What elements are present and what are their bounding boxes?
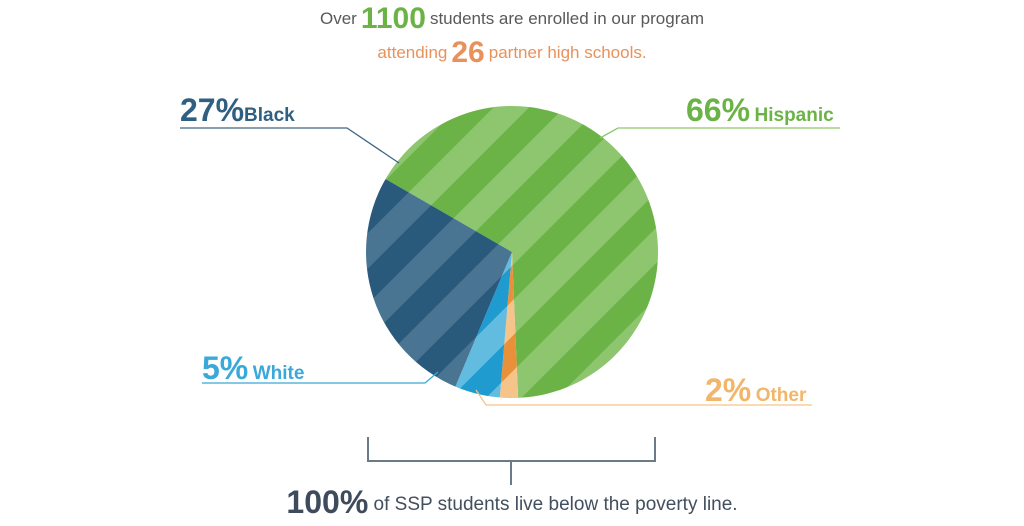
label-other-name: Other bbox=[755, 385, 807, 406]
label-black-name: Black bbox=[244, 105, 295, 126]
label-white-name: White bbox=[252, 363, 305, 384]
schools-suffix: partner high schools. bbox=[488, 43, 647, 62]
pie-slices bbox=[366, 105, 659, 398]
label-black: 27%Black bbox=[180, 92, 295, 129]
enrollment-suffix: students are enrolled in our program bbox=[429, 9, 704, 28]
label-hispanic-pct: 66% bbox=[686, 92, 751, 128]
schools-line: attending 26 partner high schools. bbox=[0, 36, 1024, 70]
pie-slice-other bbox=[499, 252, 519, 398]
bracket bbox=[367, 437, 656, 485]
label-hispanic-name: Hispanic bbox=[754, 105, 834, 126]
enrollment-line: Over 1100 students are enrolled in our pro… bbox=[0, 2, 1024, 36]
leader-line-white bbox=[202, 371, 439, 384]
schools-number: 26 bbox=[451, 36, 485, 69]
pie-slice-black bbox=[366, 179, 512, 387]
pie-slice-hispanic bbox=[385, 105, 659, 398]
leader-line-black bbox=[180, 127, 400, 164]
label-other-pct: 2% bbox=[705, 372, 752, 408]
poverty-text: of SSP students live below the poverty l… bbox=[373, 494, 738, 515]
label-hispanic: 66% Hispanic bbox=[686, 92, 834, 129]
label-black-pct: 27% bbox=[180, 92, 245, 128]
label-white-pct: 5% bbox=[202, 350, 249, 386]
enrollment-prefix: Over bbox=[320, 9, 357, 28]
poverty-footer: 100% of SSP students live below the pove… bbox=[0, 484, 1024, 521]
schools-prefix: attending bbox=[377, 43, 448, 62]
poverty-percent: 100% bbox=[286, 484, 369, 520]
enrollment-number: 1100 bbox=[360, 2, 426, 35]
leader-line-hispanic bbox=[599, 127, 840, 139]
leader-line-other bbox=[475, 389, 812, 406]
label-white: 5% White bbox=[202, 350, 304, 387]
pie-slice-white bbox=[455, 252, 512, 398]
label-other: 2% Other bbox=[705, 372, 806, 409]
